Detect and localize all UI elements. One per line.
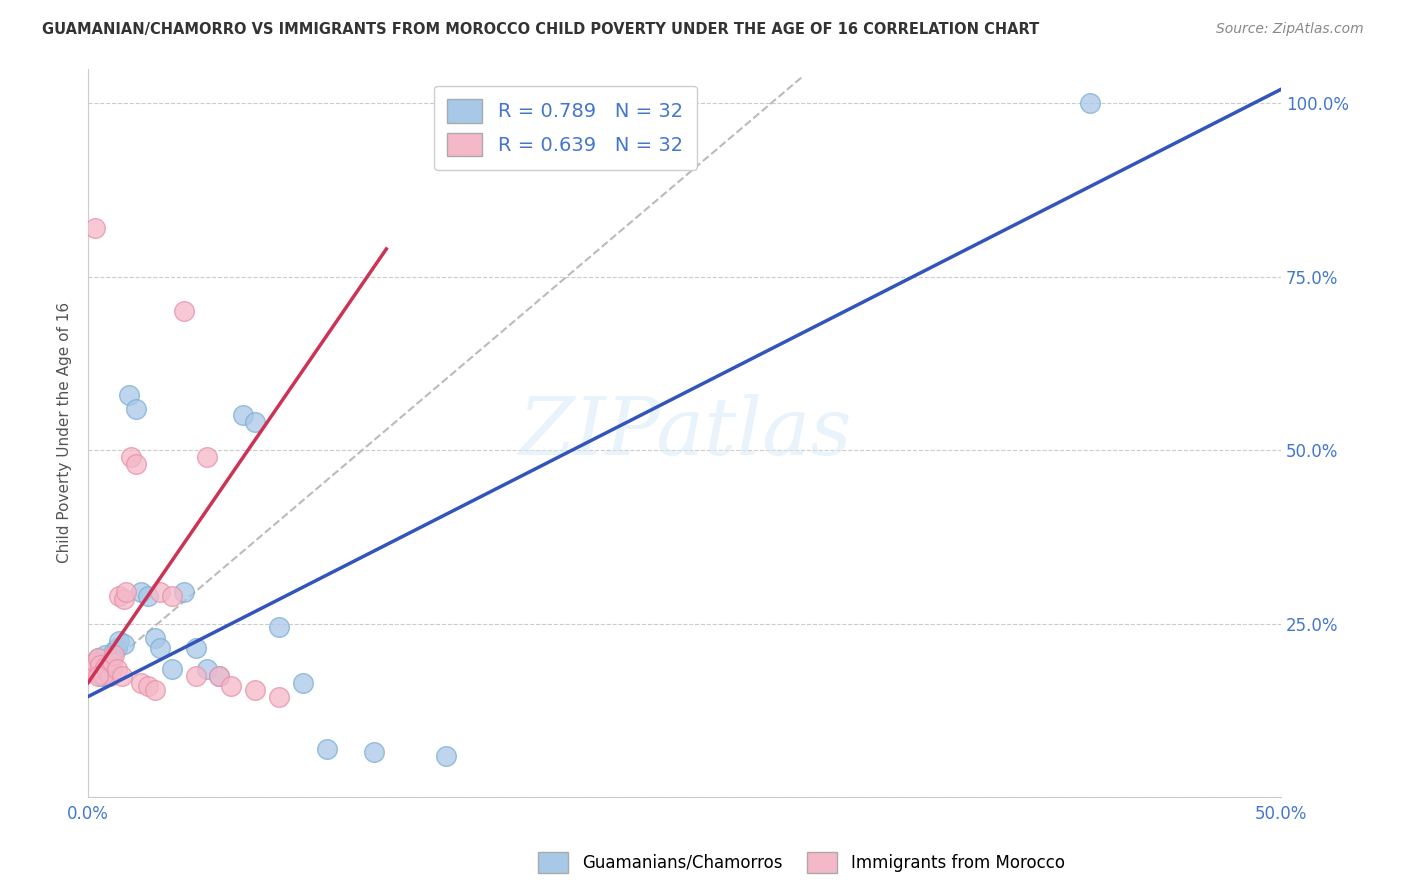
Point [149, 585, 172, 599]
Point [208, 669, 231, 683]
Point [129, 675, 152, 690]
Point [108, 634, 131, 648]
Point [86, 669, 108, 683]
Point [94, 648, 117, 662]
Point [89, 658, 111, 673]
Point [267, 690, 290, 704]
Point [86, 651, 108, 665]
Point [243, 682, 266, 697]
Point [243, 416, 266, 430]
Point [112, 592, 135, 607]
Point [86, 651, 108, 665]
Point [434, 748, 457, 763]
Point [91, 669, 114, 683]
Point [103, 648, 125, 662]
Point [91, 669, 114, 683]
Point [291, 675, 314, 690]
Legend: R = 0.789   N = 32, R = 0.639   N = 32: R = 0.789 N = 32, R = 0.639 N = 32 [434, 86, 697, 169]
Point [94, 659, 117, 673]
Point [160, 662, 183, 676]
Point [197, 662, 219, 676]
Point [267, 620, 290, 634]
Point [118, 387, 141, 401]
Point [101, 655, 124, 669]
Point [98, 669, 121, 683]
Point [103, 644, 125, 658]
Point [208, 669, 231, 683]
Point [149, 640, 172, 655]
Point [363, 745, 385, 759]
Point [108, 589, 131, 603]
Point [101, 664, 124, 678]
Text: ZIPatlas: ZIPatlas [517, 394, 851, 472]
Point [96, 664, 118, 678]
Point [110, 669, 132, 683]
Point [125, 401, 148, 416]
Point [221, 679, 243, 693]
Point [232, 409, 254, 423]
Text: Source: ZipAtlas.com: Source: ZipAtlas.com [1216, 22, 1364, 37]
Point [125, 457, 148, 471]
Point [1078, 96, 1101, 111]
Point [184, 640, 207, 655]
Point [115, 585, 138, 599]
Point [197, 450, 219, 464]
Point [120, 450, 142, 464]
Point [82, 662, 104, 676]
Point [105, 640, 128, 655]
Point [84, 221, 107, 235]
Point [315, 741, 337, 756]
Legend: Guamanians/Chamorros, Immigrants from Morocco: Guamanians/Chamorros, Immigrants from Mo… [531, 846, 1071, 880]
Point [136, 679, 159, 693]
Point [184, 669, 207, 683]
Point [79, 665, 101, 680]
Point [105, 662, 128, 676]
Point [173, 304, 195, 318]
Point [112, 638, 135, 652]
Point [96, 655, 118, 669]
Point [84, 655, 107, 669]
Y-axis label: Child Poverty Under the Age of 16: Child Poverty Under the Age of 16 [58, 302, 72, 564]
Point [173, 585, 195, 599]
Point [160, 589, 183, 603]
Point [89, 662, 111, 676]
Point [143, 631, 166, 645]
Point [91, 666, 114, 681]
Point [143, 682, 166, 697]
Point [98, 659, 121, 673]
Text: GUAMANIAN/CHAMORRO VS IMMIGRANTS FROM MOROCCO CHILD POVERTY UNDER THE AGE OF 16 : GUAMANIAN/CHAMORRO VS IMMIGRANTS FROM MO… [42, 22, 1039, 37]
Point [136, 589, 159, 603]
Point [129, 585, 152, 599]
Point [84, 658, 107, 673]
